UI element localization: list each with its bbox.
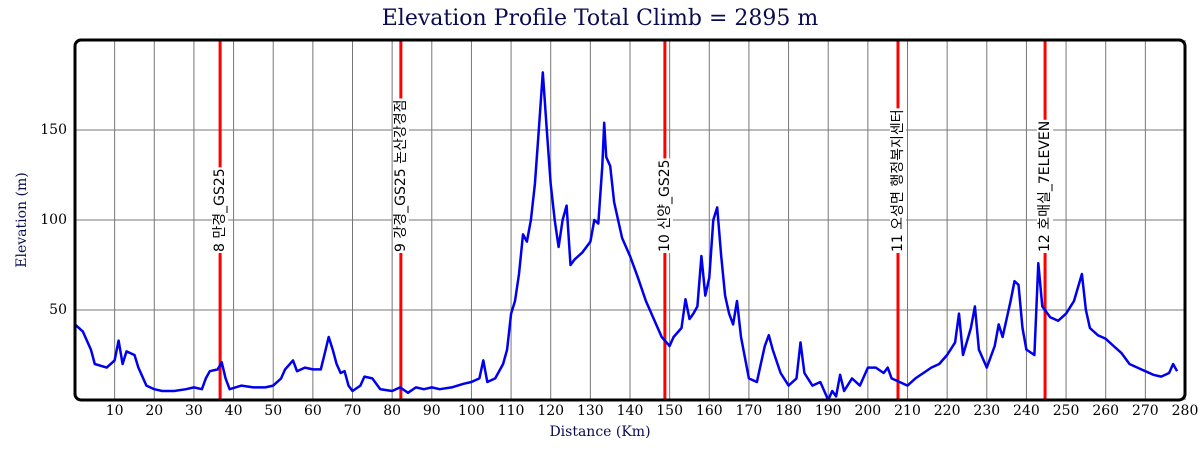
x-tick-label: 120 [537, 403, 564, 419]
x-tick-label: 40 [225, 403, 243, 419]
x-tick-label: 110 [498, 403, 525, 419]
x-tick-label: 180 [775, 403, 802, 419]
x-tick-label: 50 [264, 403, 282, 419]
x-tick-label: 100 [458, 403, 485, 419]
x-tick-label: 230 [973, 403, 1000, 419]
waypoint-label: 9 강경_GS25 논산강경점 [393, 99, 409, 252]
x-tick-label: 150 [656, 403, 683, 419]
waypoint-label-group: 12 호매실_7ELEVEN [1037, 119, 1054, 253]
x-tick-label: 170 [736, 403, 763, 419]
waypoint-label-bg [1037, 119, 1054, 253]
waypoint-label-bg [392, 98, 409, 253]
x-tick-label: 70 [344, 403, 362, 419]
waypoint-label-group: 9 강경_GS25 논산강경점 [392, 98, 409, 253]
x-tick-label: 140 [617, 403, 644, 419]
waypoint-label: 12 호매실_7ELEVEN [1037, 121, 1053, 252]
x-tick-label: 60 [304, 403, 322, 419]
x-tick-label: 220 [934, 403, 961, 419]
x-tick-label: 20 [145, 403, 163, 419]
waypoint-label-bg [656, 158, 673, 253]
chart-title: Elevation Profile Total Climb = 2895 m [382, 6, 819, 31]
waypoint-label-group: 11 오성면 행정복지센터 [889, 108, 906, 253]
x-tick-label: 260 [1092, 403, 1119, 419]
x-axis-label: Distance (Km) [549, 424, 650, 440]
y-tick-label: 100 [40, 212, 67, 228]
x-tick-label: 190 [815, 403, 842, 419]
x-tick-label: 210 [894, 403, 921, 419]
x-tick-label: 270 [1132, 403, 1159, 419]
waypoint-label: 10 신양_GS25 [657, 159, 673, 252]
y-tick-label: 150 [40, 122, 67, 138]
waypoint-label-bg [212, 167, 229, 253]
plot-frame [73, 38, 1187, 402]
x-tick-label: 160 [696, 403, 723, 419]
elevation-line [74, 71, 1179, 402]
x-tick-label: 10 [106, 403, 124, 419]
x-tick-label: 130 [577, 403, 604, 419]
x-tick-label: 200 [854, 403, 881, 419]
y-axis-label: Elevation (m) [14, 172, 30, 267]
x-tick-label: 30 [185, 403, 203, 419]
x-tick-label: 280 [1172, 403, 1199, 419]
waypoint-label-bg [889, 108, 906, 253]
waypoint-label-group: 8 만경_GS25 [212, 167, 229, 253]
y-tick-label: 50 [49, 302, 67, 318]
waypoint-label: 11 오성면 행정복지센터 [890, 109, 906, 252]
waypoint-label: 8 만경_GS25 [212, 168, 228, 252]
x-tick-label: 80 [383, 403, 401, 419]
x-tick-label: 250 [1053, 403, 1080, 419]
x-tick-label: 90 [423, 403, 441, 419]
waypoint-label-group: 10 신양_GS25 [656, 158, 673, 253]
x-tick-label: 240 [1013, 403, 1040, 419]
